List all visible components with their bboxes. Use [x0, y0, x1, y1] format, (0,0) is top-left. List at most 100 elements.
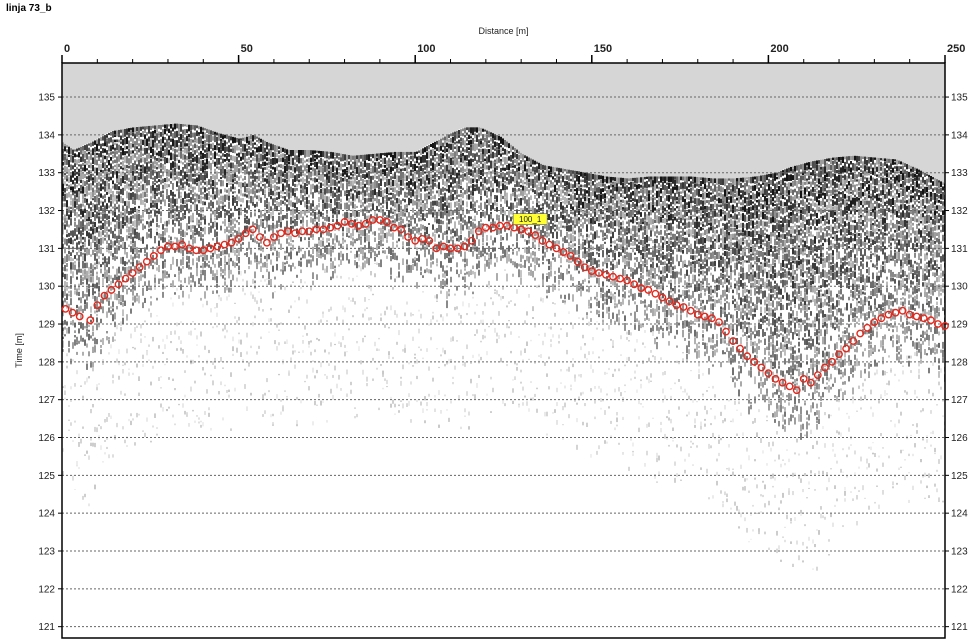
- y-tick-label-right: 124: [951, 509, 968, 520]
- pick-point: [481, 223, 490, 232]
- pick-point: [333, 221, 342, 230]
- pick-point: [375, 216, 384, 224]
- pick-point: [821, 363, 829, 372]
- y-tick-label-right: 133: [951, 168, 968, 179]
- pick-point: [185, 244, 194, 253]
- y-tick-label: 126: [38, 433, 55, 444]
- pick-point: [665, 297, 674, 306]
- y-tick-label: 122: [38, 584, 55, 595]
- y-tick-label-right: 129: [951, 320, 968, 331]
- y-tick-label-right: 125: [951, 471, 968, 482]
- pick-point: [418, 234, 427, 243]
- y-tick-label-right: 135: [951, 93, 968, 104]
- y-tick-label-right: 127: [951, 395, 968, 406]
- pick-point: [531, 231, 540, 240]
- pick-point: [411, 236, 420, 245]
- pick-point: [609, 272, 617, 281]
- y-tick-label: 135: [38, 93, 55, 104]
- pick-point: [68, 308, 77, 317]
- pick-point: [785, 382, 794, 391]
- pick-point: [227, 238, 236, 247]
- pick-point: [595, 269, 603, 277]
- y-tick-label-right: 132: [951, 206, 968, 217]
- annotation-label: 100_1: [519, 215, 542, 224]
- x-tick-label: 200: [770, 43, 788, 55]
- pick-point: [467, 236, 476, 245]
- pick-point: [863, 323, 872, 332]
- pick-point: [326, 223, 335, 232]
- pick-point: [390, 223, 398, 232]
- y-tick-label: 128: [38, 357, 55, 368]
- pick-point: [545, 240, 554, 249]
- pick-point: [602, 270, 610, 279]
- reflection-texture: [62, 123, 945, 571]
- pick-point: [446, 244, 455, 253]
- pick-point: [178, 240, 187, 249]
- pick-point: [361, 219, 370, 228]
- pick-point: [877, 314, 886, 323]
- pick-point: [849, 337, 858, 345]
- pick-point: [828, 357, 836, 366]
- y-tick-label: 131: [38, 244, 55, 255]
- pick-point: [234, 234, 243, 243]
- x-axis-label: Distance [m]: [478, 26, 528, 36]
- pick-point: [340, 217, 349, 226]
- pick-point: [439, 242, 448, 251]
- pick-point: [107, 286, 116, 294]
- pick-point: [757, 363, 766, 372]
- y-tick-label-right: 131: [951, 244, 968, 255]
- window-title: linja 73_b: [6, 3, 52, 14]
- pick-point: [404, 233, 412, 241]
- pick-point: [672, 301, 681, 309]
- pick-point: [743, 352, 752, 361]
- pick-point: [623, 276, 631, 285]
- pick-point: [552, 244, 561, 253]
- x-tick-label: 150: [594, 43, 612, 55]
- pick-point: [842, 344, 850, 353]
- air-band: [62, 63, 945, 185]
- pick-point: [220, 240, 229, 249]
- pick-point: [573, 257, 582, 266]
- y-tick-label-right: 122: [951, 584, 968, 595]
- pick-point: [291, 229, 299, 238]
- pick-point: [722, 327, 730, 336]
- pick-point: [708, 314, 716, 323]
- y-tick-label: 125: [38, 471, 55, 482]
- pick-point: [432, 244, 441, 253]
- pick-markers: [61, 216, 949, 395]
- y-tick-label: 130: [38, 282, 55, 293]
- pick-point: [729, 337, 737, 345]
- pick-point: [736, 344, 744, 353]
- pick-point: [248, 225, 257, 234]
- pick-point: [891, 308, 900, 317]
- pick-point: [149, 251, 158, 260]
- pick-point: [884, 310, 893, 319]
- pick-point: [941, 321, 949, 330]
- pick-point: [715, 318, 723, 326]
- pick-point: [460, 242, 469, 251]
- pick-point: [616, 274, 624, 283]
- pick-point: [778, 378, 787, 387]
- pick-point: [354, 221, 363, 230]
- pick-point: [524, 227, 533, 236]
- pick-point: [284, 227, 292, 236]
- annotation-box: [512, 213, 548, 225]
- pick-point: [277, 229, 285, 238]
- pick-point: [919, 314, 928, 323]
- y-tick-label: 129: [38, 320, 55, 331]
- y-tick-label: 127: [38, 395, 55, 406]
- pick-point: [856, 329, 865, 338]
- grid-lines: [62, 96, 945, 628]
- pick-point: [898, 306, 907, 315]
- x-tick-label: 100: [417, 43, 435, 55]
- pick-point: [199, 246, 208, 255]
- pick-point: [488, 223, 497, 232]
- pick-point: [100, 291, 109, 300]
- pick-point: [771, 374, 780, 383]
- y-tick-label: 121: [38, 622, 55, 633]
- plot-frame: [61, 62, 946, 639]
- x-tick-label: 250: [947, 43, 965, 55]
- y-tick-label: 123: [38, 546, 55, 557]
- pick-point: [305, 227, 314, 236]
